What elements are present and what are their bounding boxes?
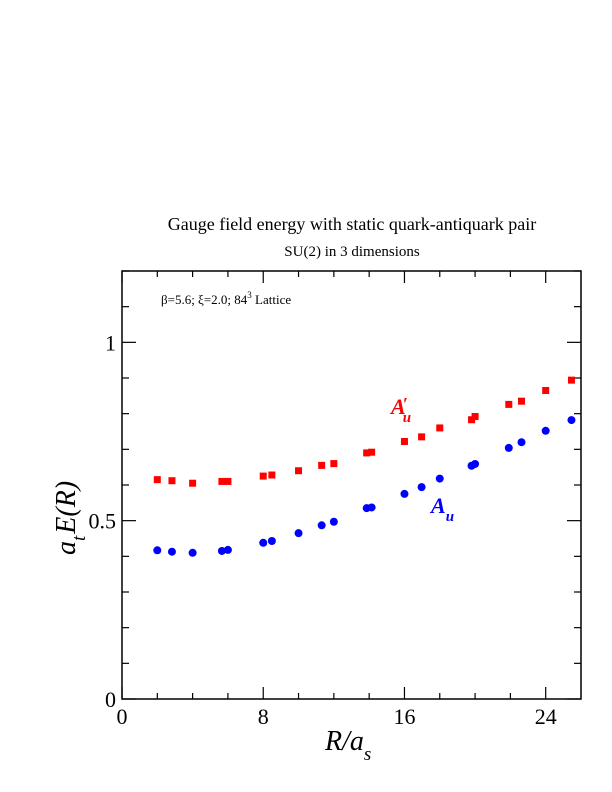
data-point	[318, 461, 326, 469]
lattice-annotation: β=5.6; ξ=2.0; 843 Lattice	[161, 290, 291, 307]
lattice-annotation-suffix: Lattice	[252, 292, 292, 307]
data-point	[153, 546, 162, 555]
series-layer	[153, 376, 576, 557]
data-point	[468, 416, 476, 424]
data-point	[224, 477, 232, 485]
data-point	[218, 477, 226, 485]
data-point	[294, 529, 303, 538]
chart-subtitle: SU(2) in 3 dimensions	[284, 244, 420, 260]
data-point	[259, 538, 268, 547]
y-axis-label: atE(R)	[51, 481, 90, 555]
data-point	[168, 477, 176, 485]
data-point	[418, 433, 426, 441]
data-point	[363, 449, 371, 457]
y-axis-label-pre: a	[51, 541, 82, 555]
x-tick-label: 0	[117, 704, 128, 729]
data-point	[189, 479, 197, 487]
data-point	[167, 547, 176, 556]
x-tick-label: 24	[535, 704, 557, 729]
data-point	[188, 548, 197, 557]
lattice-annotation-sup: 3	[247, 290, 252, 300]
data-point	[417, 483, 426, 492]
data-point	[471, 413, 479, 421]
y-tick-label: 0	[105, 687, 116, 712]
x-axis-label: R/as	[324, 726, 371, 765]
lattice-annotation-text: β=5.6; ξ=2.0; 84	[161, 292, 248, 307]
data-point	[217, 546, 226, 555]
data-point	[435, 474, 444, 483]
series-label-sub: u	[446, 509, 454, 525]
data-point	[505, 400, 513, 408]
series-label-sub: u	[403, 410, 411, 426]
data-point	[567, 416, 576, 425]
data-point	[317, 521, 326, 530]
data-point	[368, 448, 376, 456]
data-point	[567, 376, 575, 384]
data-point	[268, 471, 276, 479]
data-point	[295, 467, 303, 475]
data-point	[259, 472, 267, 480]
data-point	[400, 489, 409, 498]
data-point	[329, 517, 338, 526]
x-tick-label: 16	[393, 704, 415, 729]
series-label-main: A	[389, 394, 406, 419]
series-label-prime: ′	[403, 394, 408, 414]
axis-ticks	[121, 270, 581, 700]
y-axis-label-post: E(R)	[51, 481, 82, 535]
data-point	[517, 438, 526, 447]
y-axis-label-sub: t	[69, 535, 90, 541]
data-point	[367, 503, 376, 512]
axis-tick-labels: 0 8 16 24 0 0.5 1	[89, 330, 557, 729]
data-point	[542, 386, 550, 394]
series-label-a-u-prime: A′ u	[389, 394, 411, 426]
series-a-u-prime	[153, 376, 575, 487]
data-point	[400, 437, 408, 445]
data-point	[330, 460, 338, 468]
y-tick-label: 0.5	[89, 509, 117, 534]
y-tick-label: 1	[105, 330, 116, 355]
data-point	[518, 397, 526, 405]
chart-title: Gauge field energy with static quark-ant…	[168, 214, 537, 234]
x-axis-label-main: R/a	[324, 726, 364, 757]
data-point	[504, 443, 513, 452]
data-point	[541, 426, 550, 435]
x-tick-label: 8	[258, 704, 269, 729]
data-point	[471, 459, 480, 468]
series-label-a-u: Au	[429, 493, 454, 525]
series-a-u	[153, 416, 576, 557]
series-label-main: A	[429, 493, 446, 518]
data-point	[223, 545, 232, 554]
x-axis-label-sub: s	[364, 744, 371, 765]
data-point	[267, 536, 276, 545]
data-point	[436, 424, 444, 432]
data-point	[153, 476, 161, 484]
